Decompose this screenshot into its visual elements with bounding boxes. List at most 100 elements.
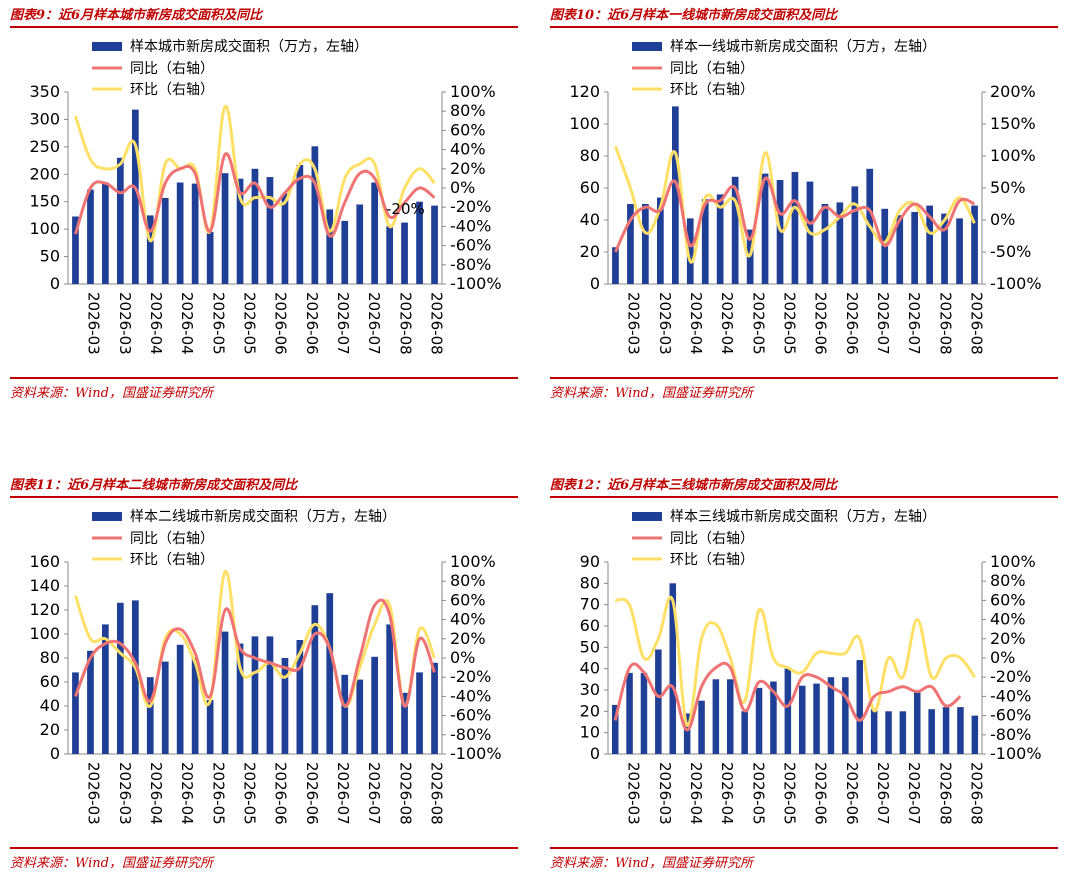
y2-tick-label: -100%	[990, 274, 1042, 293]
bar	[799, 685, 806, 754]
bar	[942, 707, 950, 754]
x-tick-label: 2026-06	[843, 292, 861, 355]
bar	[813, 683, 820, 754]
title-rule	[550, 496, 1058, 498]
y2-tick-label: -100%	[450, 744, 502, 763]
x-tick-label: 2026-06	[843, 762, 861, 825]
y-tick-label: 40	[40, 696, 60, 715]
bar	[176, 182, 184, 284]
y-tick-label: 60	[40, 672, 60, 691]
chart-panel-2: 图表10：近6月样本一线城市新房成交面积及同比 样本一线城市新房成交面积（万方，…	[550, 0, 1058, 410]
y2-tick-label: 60%	[990, 590, 1026, 609]
bar	[431, 662, 438, 754]
y2-tick-label: -100%	[450, 274, 502, 293]
chart-svg-4: 样本三线城市新房成交面积（万方，左轴） 同比（右轴） 环比（右轴） 0 10 20 30 40…	[580, 508, 1042, 825]
bar	[431, 205, 438, 284]
bar	[698, 700, 705, 754]
y2-tick-label: -20%	[450, 197, 491, 216]
x-tick-label: 2026-04	[687, 762, 705, 825]
source-rule	[10, 847, 518, 849]
y2-tick-label: -40%	[990, 686, 1031, 705]
y-tick-label: 20	[580, 701, 600, 720]
x-tick-label: 2026-03	[85, 292, 103, 355]
x-tick-label: 2026-03	[116, 292, 134, 355]
yoy-line	[74, 152, 436, 238]
y2-tick-label: 60%	[450, 120, 486, 139]
bar	[206, 700, 214, 754]
y-tick-label: 90	[580, 552, 600, 571]
title-rule	[550, 26, 1058, 28]
legend-yoy-label: 同比（右轴）	[670, 531, 754, 547]
y-tick-label: 100	[29, 219, 60, 238]
bar	[356, 204, 364, 284]
chart-title: 图表9：近6月样本城市新房成交面积及同比	[10, 8, 263, 23]
bar	[896, 215, 904, 284]
source-rule	[10, 377, 518, 379]
bar	[416, 672, 423, 754]
legend: 样本三线城市新房成交面积（万方，左轴） 同比（右轴） 环比（右轴）	[632, 508, 936, 568]
bar	[266, 177, 274, 284]
y2-tick-label: 0%	[450, 178, 475, 197]
bar	[146, 215, 154, 284]
legend-yoy-label: 同比（右轴）	[130, 61, 214, 77]
x-tick-label: 2026-07	[905, 292, 923, 355]
legend: 样本城市新房成交面积（万方，左轴） 同比（右轴） 环比（右轴）	[92, 38, 368, 98]
mom-line	[614, 145, 976, 264]
y2-tick-label: 20%	[450, 629, 486, 648]
y-tick-label: 150	[29, 192, 60, 211]
x-tick-label: 2026-08	[427, 292, 445, 355]
y2-tick-label: -100%	[990, 744, 1042, 763]
bar	[206, 231, 214, 284]
bar	[836, 202, 844, 284]
bar	[221, 173, 229, 284]
y2-tick-label: -40%	[450, 216, 491, 235]
legend-bar-label: 样本二线城市新房成交面积（万方，左轴）	[130, 508, 396, 525]
x-tick-label: 2026-04	[178, 762, 196, 825]
legend-bar-label: 样本城市新房成交面积（万方，左轴）	[130, 38, 368, 55]
x-tick-label: 2026-08	[967, 762, 985, 825]
y-tick-label: 50	[580, 637, 600, 656]
bar	[791, 172, 799, 284]
bar	[386, 624, 393, 754]
legend-yoy-label: 同比（右轴）	[130, 531, 214, 547]
x-tick-label: 2026-04	[147, 292, 165, 355]
bar	[657, 197, 664, 284]
x-tick-label: 2026-03	[656, 762, 674, 825]
bar	[281, 193, 289, 284]
bar	[842, 677, 849, 754]
bar	[251, 636, 259, 754]
y2-tick-label: -20%	[450, 667, 491, 686]
bar	[221, 631, 229, 754]
y2-tick-label: -60%	[450, 236, 491, 255]
y-tick-label: 120	[569, 82, 600, 101]
y2-tick-label: 100%	[990, 552, 1036, 571]
yoy-line	[613, 661, 962, 732]
y-tick-label: 350	[29, 82, 60, 101]
bar	[716, 194, 724, 284]
y-tick-label: 60	[580, 178, 600, 197]
bar	[132, 109, 139, 284]
y-tick-label: 100	[569, 114, 600, 133]
bar	[741, 711, 748, 754]
y2-tick-label: -50%	[990, 242, 1031, 261]
y2-tick-label: 20%	[990, 629, 1026, 648]
chart-panel-4: 图表12：近6月样本三线城市新房成交面积及同比 样本三线城市新房成交面积（万方，…	[550, 470, 1058, 880]
bar	[971, 205, 978, 284]
bar	[146, 677, 154, 754]
y-tick-label: 20	[580, 242, 600, 261]
x-tick-label: 2026-03	[625, 762, 643, 825]
bar	[655, 649, 662, 754]
x-tick-label: 2026-05	[780, 762, 798, 825]
chart-svg-3: 样本二线城市新房成交面积（万方，左轴） 同比（右轴） 环比（右轴） 0 20 40 60 80…	[29, 508, 502, 825]
bar	[72, 672, 79, 754]
y-tick-label: 70	[580, 595, 600, 614]
bar	[627, 204, 634, 284]
y-tick-label: 30	[580, 680, 600, 699]
y-tick-label: 200	[29, 164, 60, 183]
bar	[928, 709, 935, 754]
bar	[176, 644, 184, 754]
y2-tick-label: -80%	[450, 725, 491, 744]
y-tick-label: 80	[40, 648, 60, 667]
source-rule	[550, 377, 1058, 379]
chart-panel-3: 图表11：近6月样本二线城市新房成交面积及同比 样本二线城市新房成交面积（万方，…	[10, 470, 518, 880]
